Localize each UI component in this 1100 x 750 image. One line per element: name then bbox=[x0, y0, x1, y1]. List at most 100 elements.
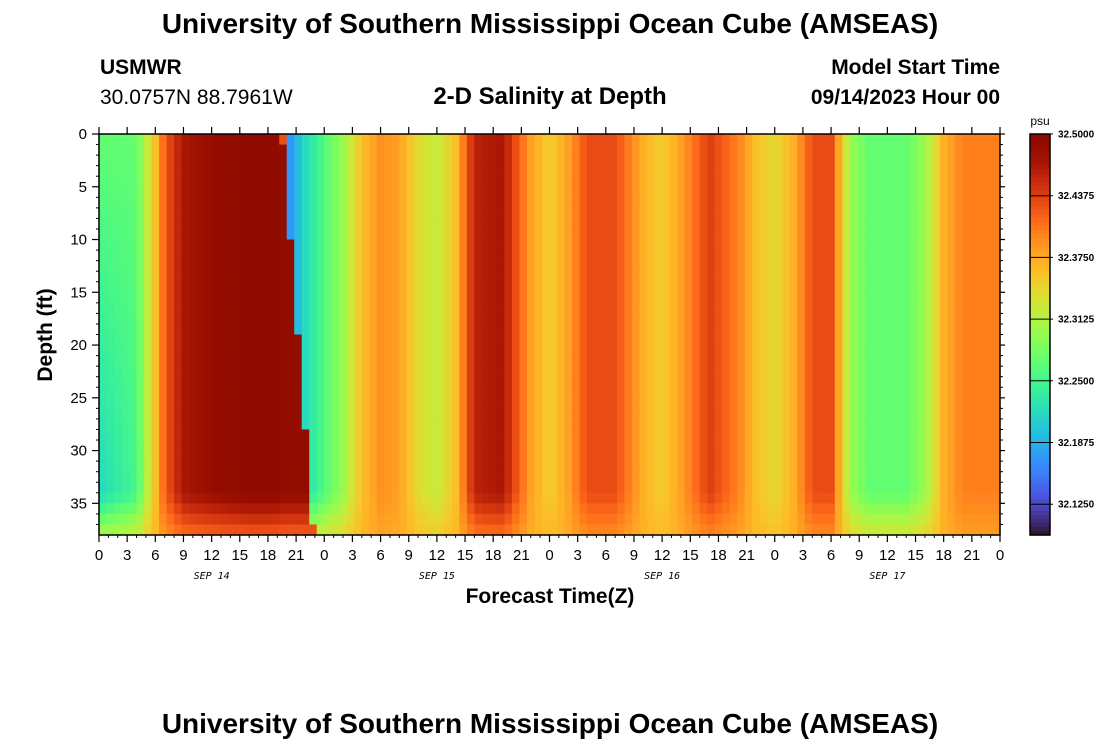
heatmap-cell bbox=[579, 165, 588, 177]
heatmap-cell bbox=[977, 492, 986, 504]
heatmap-cell bbox=[466, 250, 476, 262]
heatmap-cell bbox=[639, 450, 648, 462]
heatmap-cell bbox=[677, 440, 686, 452]
heatmap-cell bbox=[992, 313, 1001, 325]
heatmap-cell bbox=[962, 366, 971, 378]
heatmap-cell bbox=[181, 207, 190, 220]
heatmap-cell bbox=[752, 207, 761, 220]
heatmap-cell bbox=[159, 228, 168, 241]
heatmap-cell bbox=[481, 524, 491, 536]
heatmap-cell bbox=[316, 355, 325, 367]
heatmap-cell bbox=[196, 366, 205, 378]
heatmap-cell bbox=[797, 228, 806, 241]
heatmap-cell bbox=[962, 418, 971, 431]
heatmap-cell bbox=[797, 397, 806, 409]
heatmap-cell bbox=[241, 513, 250, 526]
heatmap-cell bbox=[842, 323, 851, 336]
heatmap-cell bbox=[144, 144, 153, 156]
heatmap-cell bbox=[264, 450, 273, 462]
heatmap-cell bbox=[399, 429, 408, 441]
heatmap-cell bbox=[744, 271, 753, 283]
heatmap-cell bbox=[692, 260, 701, 272]
heatmap-cell bbox=[339, 492, 348, 504]
heatmap-cell bbox=[189, 281, 198, 293]
heatmap-cell bbox=[677, 144, 686, 156]
heatmap-cell bbox=[219, 334, 228, 346]
heatmap-cell bbox=[504, 482, 513, 494]
heatmap-cell bbox=[181, 355, 190, 367]
heatmap-cell bbox=[496, 186, 506, 198]
heatmap-cell bbox=[917, 313, 926, 325]
heatmap-cell bbox=[331, 134, 340, 146]
heatmap-cell bbox=[151, 313, 160, 325]
heatmap-cell bbox=[587, 250, 596, 262]
heatmap-cell bbox=[579, 218, 588, 230]
heatmap-cell bbox=[677, 471, 686, 483]
heatmap-cell bbox=[519, 292, 528, 304]
heatmap-cell bbox=[226, 260, 235, 272]
heatmap-cell bbox=[166, 429, 175, 441]
heatmap-cell bbox=[444, 218, 453, 230]
heatmap-cell bbox=[249, 144, 258, 156]
heatmap-cell bbox=[451, 155, 460, 167]
heatmap-cell bbox=[692, 355, 701, 367]
heatmap-cell bbox=[857, 387, 866, 399]
heatmap-cell bbox=[864, 429, 873, 441]
heatmap-cell bbox=[992, 345, 1001, 357]
heatmap-cell bbox=[451, 292, 460, 304]
heatmap-cell bbox=[677, 260, 686, 272]
heatmap-cell bbox=[354, 440, 363, 452]
heatmap-cell bbox=[872, 281, 881, 293]
heatmap-cell bbox=[226, 239, 235, 251]
heatmap-cell bbox=[669, 323, 678, 336]
heatmap-cell bbox=[406, 186, 415, 198]
heatmap-cell bbox=[557, 186, 566, 198]
heatmap-cell bbox=[609, 165, 618, 177]
heatmap-cell bbox=[647, 218, 656, 230]
heatmap-cell bbox=[714, 334, 723, 346]
heatmap-cell bbox=[707, 239, 716, 251]
heatmap-cell bbox=[639, 418, 648, 431]
heatmap-cell bbox=[669, 260, 678, 272]
heatmap-cell bbox=[594, 207, 603, 220]
heatmap-cell bbox=[196, 440, 205, 452]
heatmap-cell bbox=[286, 366, 295, 378]
heatmap-cell bbox=[602, 376, 611, 388]
heatmap-cell bbox=[256, 228, 265, 241]
heatmap-cell bbox=[564, 165, 573, 177]
heatmap-cell bbox=[511, 366, 521, 378]
heatmap-cell bbox=[699, 366, 708, 378]
heatmap-cell bbox=[737, 134, 746, 146]
heatmap-cell bbox=[219, 376, 228, 388]
heatmap-cell bbox=[241, 292, 250, 304]
heatmap-cell bbox=[241, 144, 250, 156]
heatmap-cell bbox=[632, 302, 641, 314]
heatmap-cell bbox=[842, 450, 851, 462]
heatmap-cell bbox=[324, 260, 333, 272]
heatmap-cell bbox=[451, 302, 460, 314]
heatmap-cell bbox=[579, 323, 588, 336]
heatmap-cell bbox=[894, 492, 903, 504]
heatmap-cell bbox=[361, 482, 370, 494]
heatmap-cell bbox=[136, 239, 145, 251]
heatmap-cell bbox=[121, 334, 130, 346]
heatmap-cell bbox=[271, 524, 280, 536]
heatmap-cell bbox=[602, 292, 611, 304]
heatmap-cell bbox=[947, 144, 956, 156]
heatmap-cell bbox=[962, 176, 971, 188]
heatmap-cell bbox=[617, 471, 626, 483]
heatmap-cell bbox=[144, 292, 153, 304]
heatmap-cell bbox=[121, 144, 130, 156]
heatmap-cell bbox=[444, 482, 453, 494]
heatmap-cell bbox=[714, 144, 723, 156]
heatmap-cell bbox=[684, 397, 693, 409]
heatmap-cell bbox=[451, 239, 460, 251]
heatmap-cell bbox=[136, 144, 145, 156]
heatmap-cell bbox=[414, 355, 423, 367]
heatmap-cell bbox=[384, 239, 393, 251]
heatmap-cell bbox=[331, 292, 340, 304]
heatmap-cell bbox=[526, 482, 536, 494]
heatmap-cell bbox=[752, 450, 761, 462]
heatmap-cell bbox=[879, 492, 888, 504]
